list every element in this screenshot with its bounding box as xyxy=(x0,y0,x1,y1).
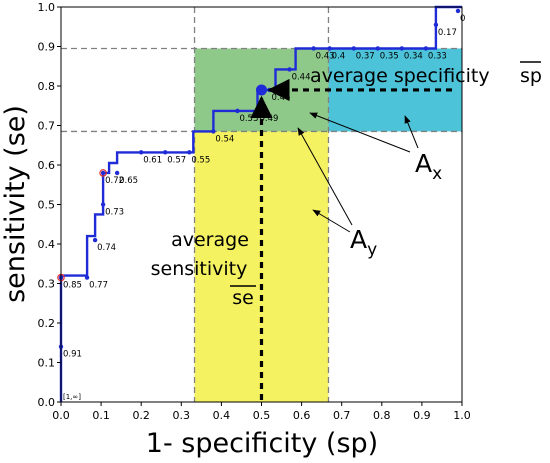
a-x-label: Ax xyxy=(415,149,442,184)
x-tick-label-1: 0.1 xyxy=(92,409,110,422)
y-tick-label-9: 0.9 xyxy=(38,41,56,54)
threshold-point-18 xyxy=(375,46,380,51)
y-tick-label-6: 0.6 xyxy=(38,159,56,172)
x-tick-label-10: 1.0 xyxy=(453,409,471,422)
y-axis-label: sensitivity (se) xyxy=(0,105,31,303)
threshold-point-12 xyxy=(255,108,260,114)
threshold-point-8 xyxy=(163,150,168,155)
threshold-label-2: 0.77 xyxy=(89,281,108,291)
roc-step-line xyxy=(59,5,462,402)
x-tick-label-7: 0.7 xyxy=(333,409,351,422)
a-y-arrow-yellow xyxy=(312,209,351,233)
threshold-label-3: 0.74 xyxy=(97,243,116,253)
a-x-arrow-blue xyxy=(404,115,419,149)
highlighted-point-1 xyxy=(99,169,107,177)
y-tick-label-3: 0.3 xyxy=(38,278,56,291)
x-axis-label: 1- specificity (sp) xyxy=(146,428,378,459)
y-tick-label-1: 0.1 xyxy=(38,357,56,370)
threshold-label-4: 0.73 xyxy=(105,208,124,218)
y-tick-label-4: 0.4 xyxy=(38,238,56,251)
threshold-label-5: 0.72 xyxy=(105,176,124,186)
y-tick-label-5: 0.5 xyxy=(38,199,56,212)
corner-label: [1,∞] xyxy=(63,393,81,401)
annotations: average specificity sp average sensitivi… xyxy=(151,61,542,309)
average-sensitivity-line2: sensitivity xyxy=(151,258,248,280)
threshold-point-11 xyxy=(235,108,240,114)
threshold-label-8: 0.57 xyxy=(167,155,186,165)
average-sensitivity-line1: average xyxy=(171,229,249,251)
threshold-point-14 xyxy=(287,67,292,72)
threshold-label-22: 0 xyxy=(460,14,465,24)
threshold-label-12: 0.49 xyxy=(259,114,278,124)
threshold-point-20 xyxy=(423,46,429,51)
x-tick-label-9: 0.9 xyxy=(413,409,431,422)
a-x-main: A xyxy=(415,149,432,178)
threshold-label-1: 0.85 xyxy=(63,281,82,291)
threshold-label-15: 0.43 xyxy=(316,51,335,61)
x-tick-label-6: 0.6 xyxy=(293,409,311,422)
threshold-point-4 xyxy=(100,202,106,207)
y-tick-label-10: 1.0 xyxy=(38,1,56,14)
a-y-main: A xyxy=(350,225,367,254)
threshold-label-0: 0.91 xyxy=(63,350,82,360)
a-y-sub: y xyxy=(367,240,377,260)
threshold-label-19: 0.34 xyxy=(404,51,423,61)
a-y-arrow-green xyxy=(297,127,353,226)
y-tick-label-8: 0.8 xyxy=(38,80,56,93)
average-specificity-sp: sp xyxy=(520,65,542,87)
threshold-point-16 xyxy=(327,46,332,51)
average-specificity-label: average specificity xyxy=(310,65,490,87)
x-tick-label-2: 0.2 xyxy=(132,409,150,422)
x-tick-label-5: 0.5 xyxy=(253,409,271,422)
threshold-point-15 xyxy=(311,46,316,51)
threshold-label-10: 0.54 xyxy=(215,134,234,144)
threshold-point-21 xyxy=(433,22,439,27)
axes xyxy=(57,6,463,406)
x-tick-label-0: 0.0 xyxy=(52,409,70,422)
x-tick-label-4: 0.4 xyxy=(213,409,231,422)
y-tick-label-2: 0.2 xyxy=(38,317,56,330)
average-point-group xyxy=(250,78,452,400)
threshold-point-3 xyxy=(92,237,98,243)
average-point xyxy=(256,84,267,96)
threshold-point-6 xyxy=(114,170,120,176)
threshold-label-7: 0.61 xyxy=(143,155,162,165)
a-y-label: Ay xyxy=(350,225,377,260)
threshold-label-6: 0.65 xyxy=(119,176,138,186)
threshold-point-5 xyxy=(100,170,106,176)
threshold-label-9: 0.55 xyxy=(191,155,210,165)
y-tick-label-0: 0.0 xyxy=(38,396,56,409)
y-tick-label-7: 0.7 xyxy=(38,120,56,133)
threshold-label-14: 0.44 xyxy=(292,72,311,82)
x-tick-label-3: 0.3 xyxy=(173,409,191,422)
threshold-point-10 xyxy=(211,129,216,134)
threshold-label-13: 0.46 xyxy=(272,93,291,103)
a-x-arrow-green xyxy=(309,112,411,153)
threshold-point-9 xyxy=(187,150,192,155)
threshold-label-17: 0.37 xyxy=(356,51,375,61)
threshold-point-2 xyxy=(84,275,90,280)
threshold-point-7 xyxy=(139,150,144,155)
tick-labels: 0.0 0.1 0.2 0.3 0.4 0.5 0.6 0.7 0.8 0.9 1.0 0.0 0.1 0… xyxy=(38,1,471,422)
roc-curve xyxy=(59,5,462,402)
a-x-sub: x xyxy=(432,164,442,184)
average-sensitivity-se: se xyxy=(232,287,254,309)
threshold-point-19 xyxy=(399,46,405,51)
threshold-point-17 xyxy=(351,46,356,51)
threshold-label-16: 0.4 xyxy=(332,51,346,61)
x-tick-label-8: 0.8 xyxy=(373,409,391,422)
threshold-label-21: 0.17 xyxy=(438,28,457,38)
threshold-label-18: 0.35 xyxy=(380,51,399,61)
threshold-label-11: 0.53 xyxy=(239,114,258,124)
threshold-label-20: 0.33 xyxy=(428,51,447,61)
threshold-point-22 xyxy=(455,8,461,14)
